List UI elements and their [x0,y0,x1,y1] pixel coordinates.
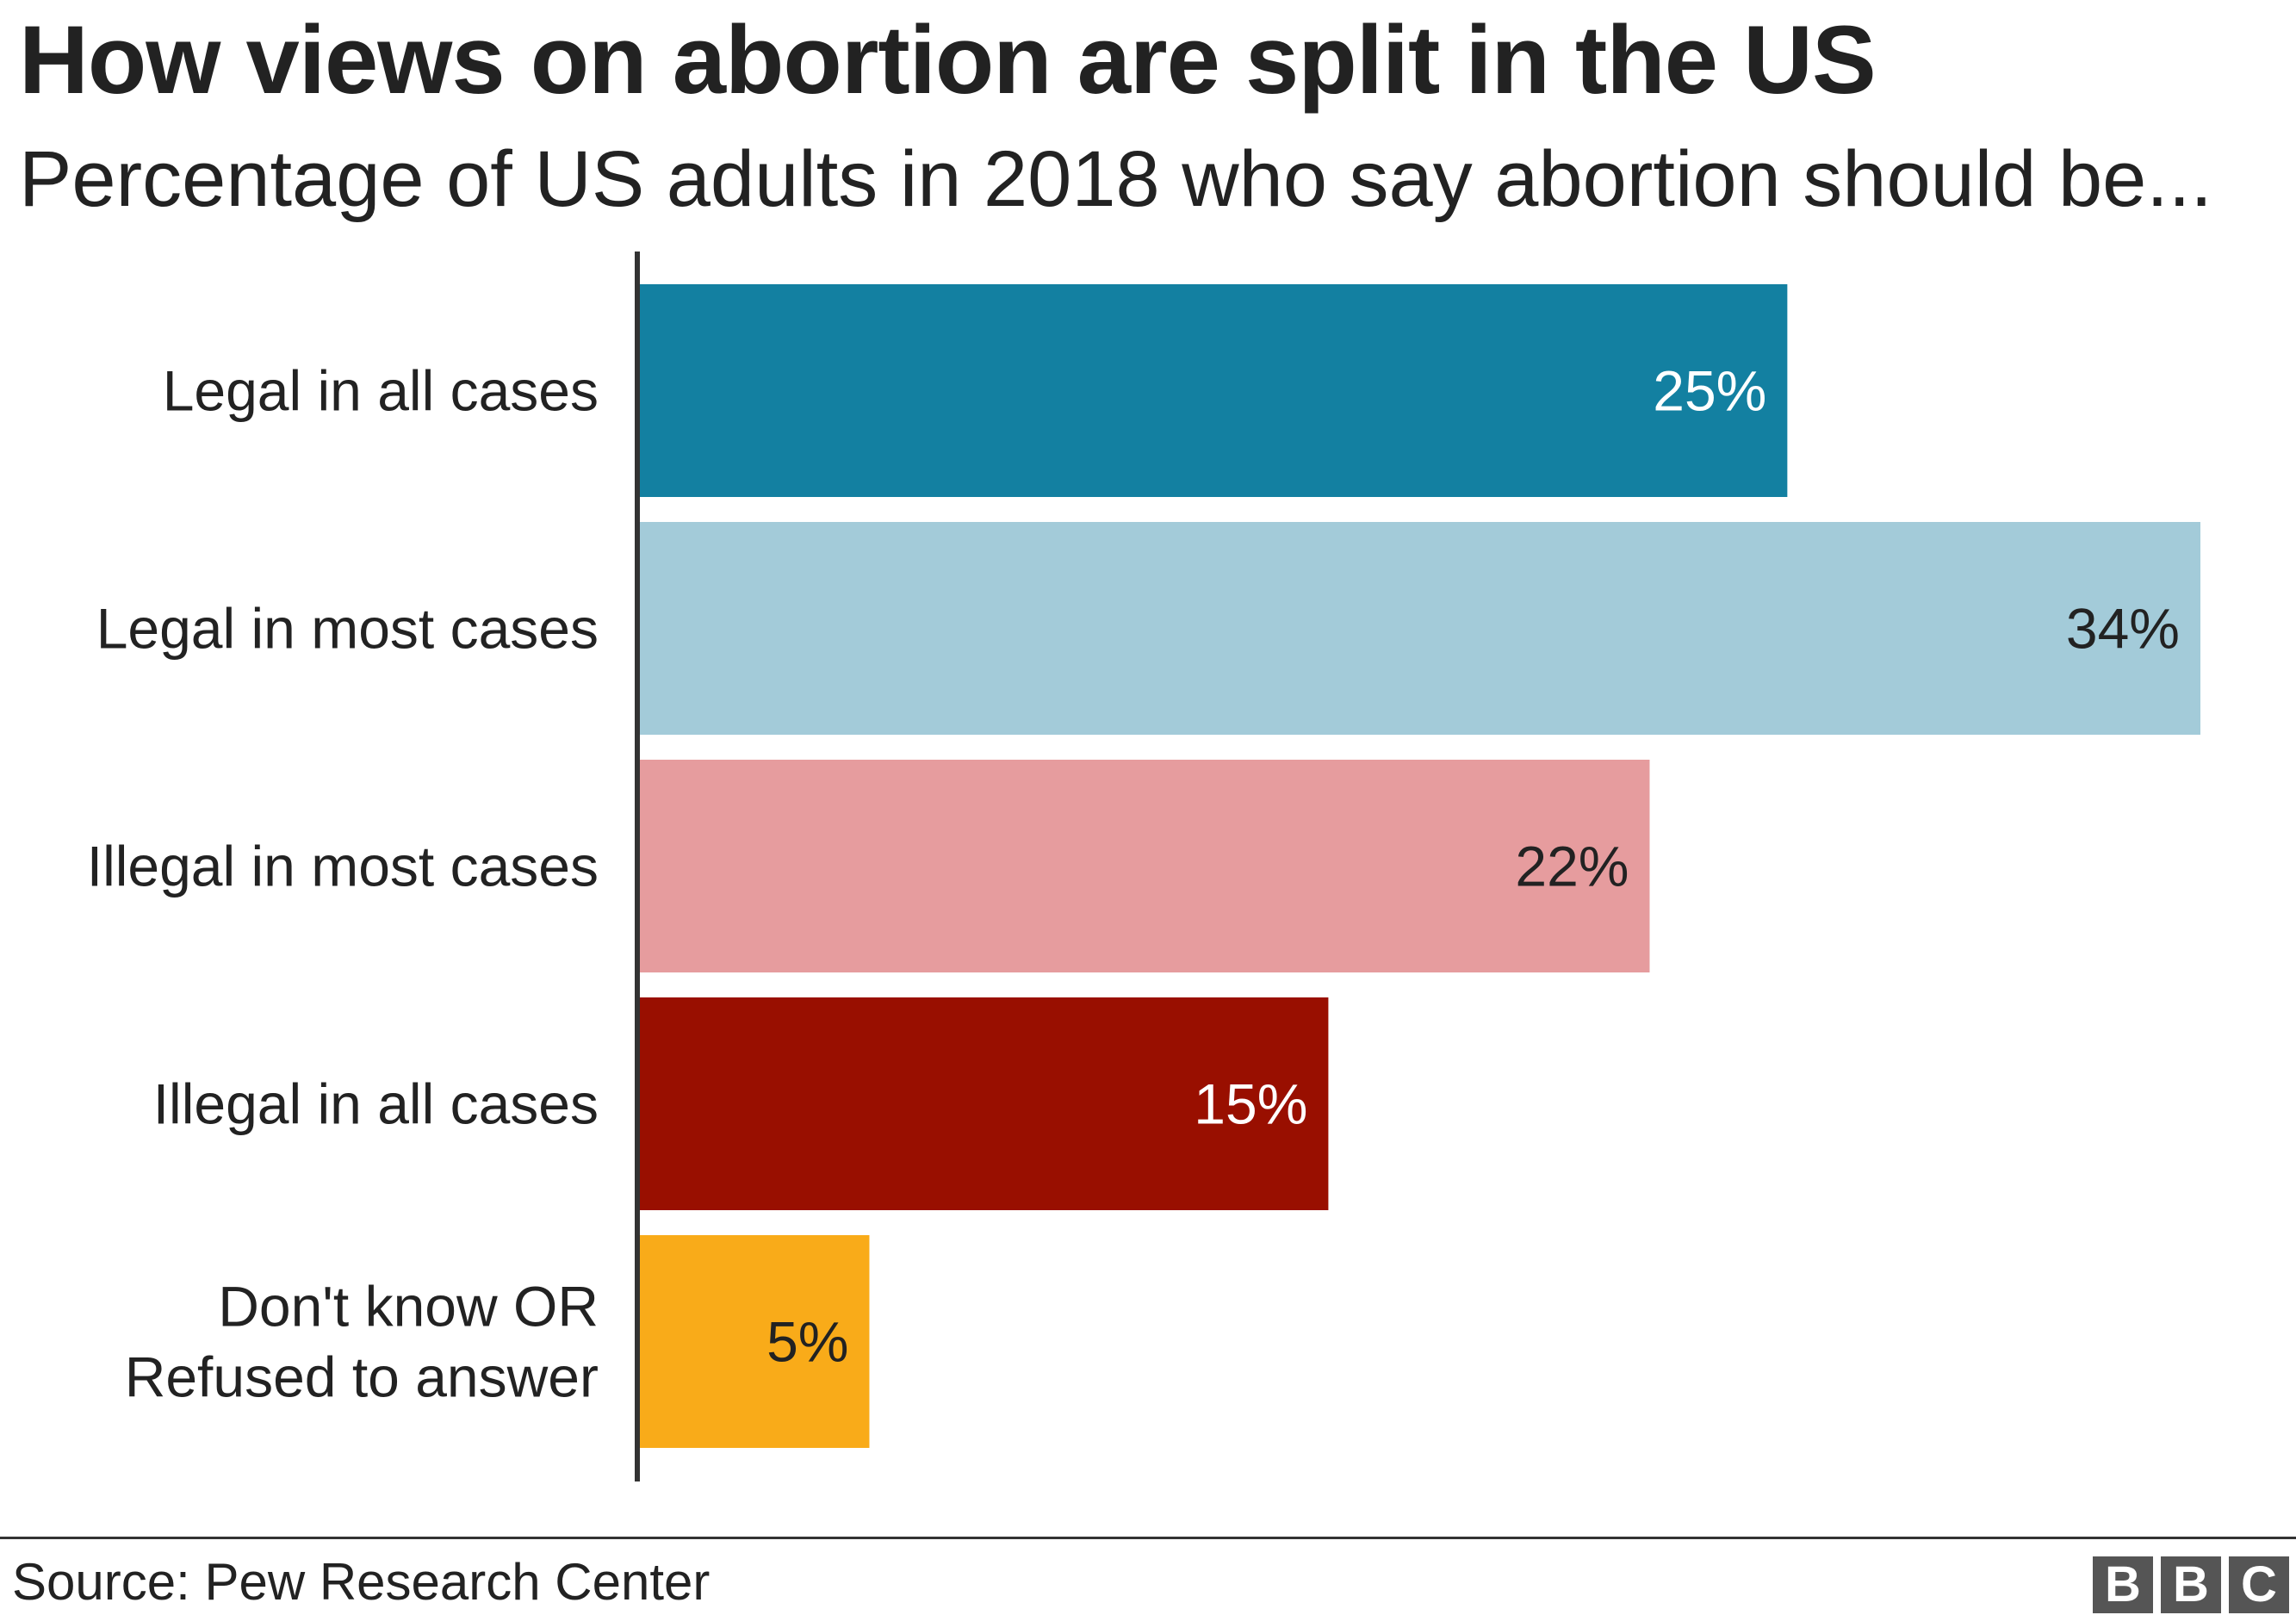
footer-divider [0,1537,2296,1539]
category-label-3: Illegal in all cases [153,1072,599,1136]
value-label-0: 25% [1653,359,1766,423]
category-label-0: Legal in all cases [163,359,599,423]
category-label-4-line-1: Refused to answer [125,1345,599,1409]
source-note: Source: Pew Research Center [12,1553,711,1611]
bar-chart: 25% Legal in all cases 34% Legal in most ca… [87,252,2200,1481]
bbc-logo-block: C [2229,1556,2289,1613]
chart-title: How views on abortion are split in the U… [19,6,1877,114]
chart-subtitle: Percentage of US adults in 2018 who say … [19,135,2212,223]
value-label-3: 15% [1194,1072,1307,1136]
bar-0 [640,284,1788,497]
bbc-logo-block: B [2093,1556,2153,1613]
value-label-1: 34% [2066,597,2180,661]
category-label-4-line-0: Don't know OR [218,1275,599,1339]
value-label-4: 5% [766,1310,848,1374]
bbc-logo: B B C [2093,1556,2289,1613]
bars-layer [640,284,2200,1448]
category-label-1: Legal in most cases [96,597,599,661]
bar-4 [640,1235,870,1448]
bar-2 [640,760,1650,972]
bbc-logo-block: B [2161,1556,2221,1613]
value-label-2: 22% [1515,835,1629,898]
category-label-2: Illegal in most cases [87,835,599,898]
bar-3 [640,997,1329,1210]
bar-1 [640,522,2200,735]
labels-layer: 25% Legal in all cases 34% Legal in most ca… [87,359,2180,1409]
